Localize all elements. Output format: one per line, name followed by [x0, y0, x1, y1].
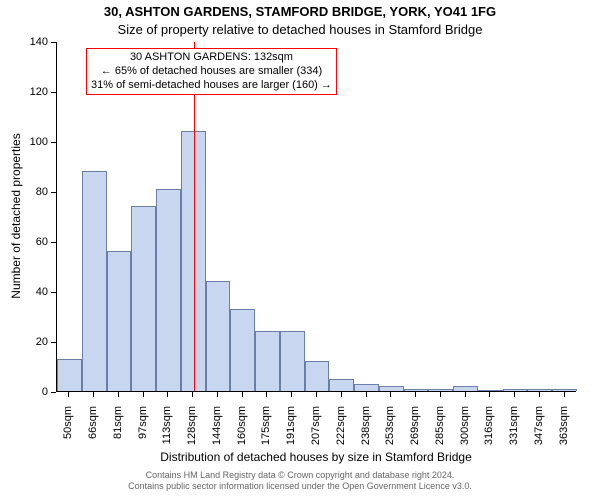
x-tick-label: 269sqm: [409, 406, 421, 456]
x-tick-mark: [465, 392, 466, 397]
x-tick-mark: [167, 392, 168, 397]
x-tick-mark: [514, 392, 515, 397]
histogram-bar: [131, 206, 156, 391]
histogram-chart: 30, ASHTON GARDENS, STAMFORD BRIDGE, YOR…: [0, 0, 600, 500]
histogram-bar: [379, 386, 404, 391]
x-tick-label: 363sqm: [558, 406, 570, 456]
histogram-bar: [107, 251, 132, 391]
y-tick-mark: [51, 92, 56, 93]
y-tick-mark: [51, 342, 56, 343]
x-tick-mark: [489, 392, 490, 397]
x-tick-label: 66sqm: [87, 406, 99, 456]
x-tick-label: 253sqm: [384, 406, 396, 456]
x-tick-mark: [341, 392, 342, 397]
attribution-line1: Contains HM Land Registry data © Crown c…: [0, 470, 600, 481]
histogram-bar: [255, 331, 280, 391]
x-tick-label: 97sqm: [137, 406, 149, 456]
x-tick-label: 347sqm: [533, 406, 545, 456]
y-tick-label: 20: [8, 336, 48, 348]
x-tick-mark: [415, 392, 416, 397]
annotation-line2: ← 65% of detached houses are smaller (33…: [91, 65, 332, 79]
x-tick-mark: [93, 392, 94, 397]
histogram-bar: [527, 389, 552, 392]
histogram-bar: [552, 389, 577, 392]
x-tick-mark: [390, 392, 391, 397]
y-tick-mark: [51, 392, 56, 393]
x-tick-mark: [118, 392, 119, 397]
histogram-bar: [57, 359, 82, 392]
x-tick-label: 207sqm: [310, 406, 322, 456]
histogram-bar: [428, 389, 453, 392]
annotation-line1: 30 ASHTON GARDENS: 132sqm: [91, 51, 332, 65]
y-tick-label: 40: [8, 286, 48, 298]
y-tick-label: 60: [8, 236, 48, 248]
histogram-bar: [82, 171, 107, 391]
x-tick-label: 222sqm: [335, 406, 347, 456]
attribution-text: Contains HM Land Registry data © Crown c…: [0, 470, 600, 492]
x-tick-label: 113sqm: [161, 406, 173, 456]
x-tick-label: 128sqm: [186, 406, 198, 456]
x-tick-mark: [366, 392, 367, 397]
histogram-bar: [329, 379, 354, 392]
x-tick-mark: [242, 392, 243, 397]
x-tick-label: 144sqm: [211, 406, 223, 456]
histogram-bar: [305, 361, 330, 391]
x-tick-label: 285sqm: [434, 406, 446, 456]
histogram-bar: [478, 390, 503, 391]
y-tick-mark: [51, 192, 56, 193]
x-tick-label: 175sqm: [260, 406, 272, 456]
y-tick-label: 0: [8, 386, 48, 398]
histogram-bar: [230, 309, 255, 392]
y-tick-label: 120: [8, 86, 48, 98]
x-tick-label: 81sqm: [112, 406, 124, 456]
y-tick-mark: [51, 292, 56, 293]
x-tick-label: 50sqm: [62, 406, 74, 456]
x-tick-mark: [539, 392, 540, 397]
histogram-bar: [503, 389, 528, 392]
x-tick-label: 191sqm: [285, 406, 297, 456]
x-tick-mark: [440, 392, 441, 397]
annotation-box: 30 ASHTON GARDENS: 132sqm ← 65% of detac…: [86, 48, 337, 95]
histogram-bar: [453, 386, 478, 391]
x-tick-mark: [192, 392, 193, 397]
x-tick-mark: [68, 392, 69, 397]
y-tick-mark: [51, 42, 56, 43]
y-tick-mark: [51, 142, 56, 143]
x-tick-mark: [316, 392, 317, 397]
x-tick-label: 331sqm: [508, 406, 520, 456]
y-tick-label: 80: [8, 186, 48, 198]
x-tick-mark: [143, 392, 144, 397]
x-tick-mark: [564, 392, 565, 397]
chart-title-sub: Size of property relative to detached ho…: [0, 22, 600, 37]
y-tick-label: 140: [8, 36, 48, 48]
histogram-bar: [206, 281, 231, 391]
histogram-bar: [156, 189, 181, 392]
chart-title-main: 30, ASHTON GARDENS, STAMFORD BRIDGE, YOR…: [0, 4, 600, 19]
x-tick-mark: [266, 392, 267, 397]
y-tick-mark: [51, 242, 56, 243]
histogram-bar: [354, 384, 379, 392]
annotation-line3: 31% of semi-detached houses are larger (…: [91, 79, 332, 93]
attribution-line2: Contains public sector information licen…: [0, 481, 600, 492]
x-tick-mark: [291, 392, 292, 397]
y-tick-label: 100: [8, 136, 48, 148]
x-tick-label: 160sqm: [236, 406, 248, 456]
x-tick-mark: [217, 392, 218, 397]
histogram-bar: [404, 389, 429, 392]
x-tick-label: 300sqm: [459, 406, 471, 456]
histogram-bar: [280, 331, 305, 391]
x-tick-label: 238sqm: [360, 406, 372, 456]
x-tick-label: 316sqm: [483, 406, 495, 456]
